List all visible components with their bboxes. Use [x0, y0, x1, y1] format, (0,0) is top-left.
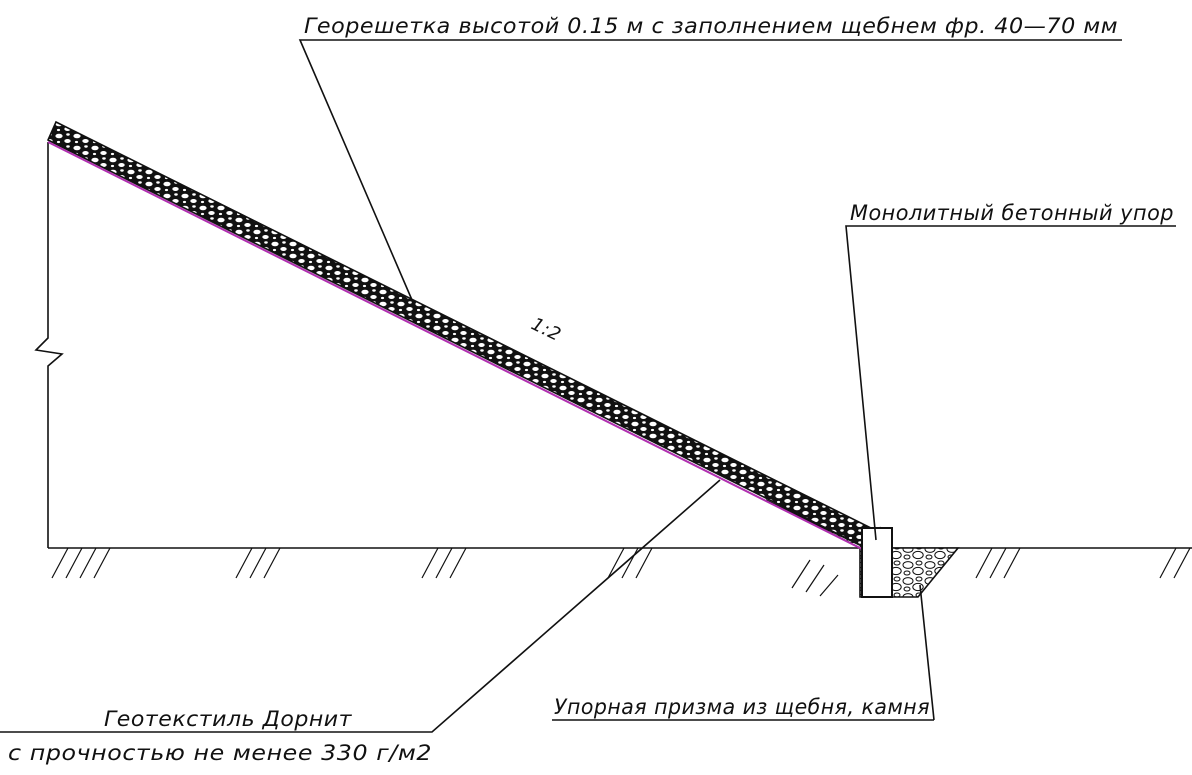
leader-lines: [0, 39, 1176, 733]
soil-hatching: [51, 547, 1191, 597]
label-upor: Монолитный бетонный упор: [850, 201, 1174, 225]
geotextile-line: [47, 141, 865, 551]
embankment-left-edge: [34, 142, 64, 548]
label-geotextile-line1: Геотекстиль Дорнит: [104, 707, 352, 731]
label-prisma: Упорная призма из щебня, камня: [554, 695, 930, 719]
label-slope: 1:2: [528, 314, 565, 346]
label-geotextile-line2: с прочностью не менее 330 г/м2: [8, 741, 432, 765]
label-georeshetka: Георешетка высотой 0.15 м с заполнением …: [304, 14, 1118, 38]
geogrid-layer: [46, 120, 881, 550]
concrete-stop: [861, 527, 893, 598]
